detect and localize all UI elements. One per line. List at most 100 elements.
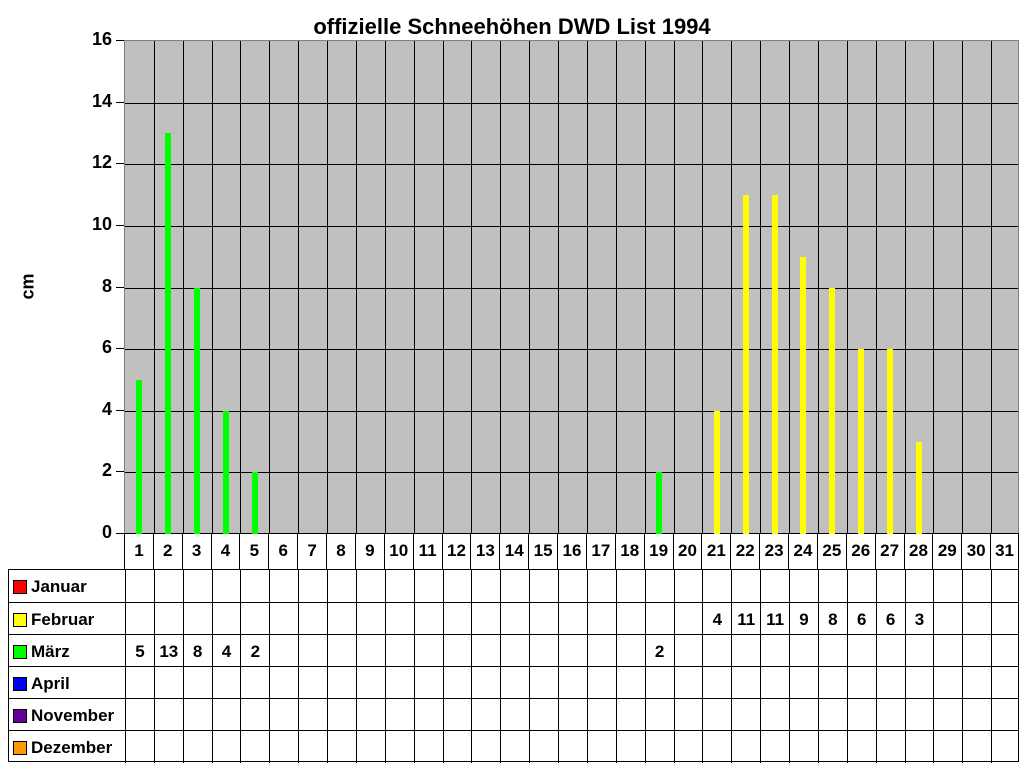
table-cell	[153, 603, 183, 635]
y-tick-label: 16	[91, 29, 112, 49]
gridline-vertical	[471, 41, 473, 533]
table-cell	[904, 667, 934, 699]
x-tick-label: 23	[759, 533, 788, 569]
table-cell	[789, 731, 818, 763]
table-cell	[384, 667, 414, 699]
table-cell	[904, 731, 934, 763]
table-cell	[211, 603, 241, 635]
y-tick-mark	[116, 286, 124, 288]
table-row: November	[9, 698, 1018, 731]
gridline-vertical	[904, 41, 906, 533]
gridline-vertical	[933, 41, 935, 533]
y-tick-label: 12	[91, 152, 112, 173]
table-cell	[817, 731, 847, 763]
x-tick-label: 2	[152, 533, 182, 569]
gridline-vertical	[673, 41, 675, 533]
table-cell	[817, 570, 847, 602]
gridline-horizontal	[125, 472, 1018, 474]
x-tick-label: 16	[557, 533, 586, 569]
table-cell	[962, 667, 991, 699]
table-cell	[558, 699, 587, 731]
table-row: Dezember	[9, 730, 1018, 763]
table-cell	[471, 635, 500, 667]
bar-februar-day-28	[915, 441, 922, 534]
table-cell	[817, 667, 847, 699]
table-cell: 11	[760, 603, 789, 635]
table-cell	[962, 570, 991, 602]
gridline-vertical	[355, 41, 357, 533]
gridline-horizontal	[125, 164, 1018, 166]
table-cell	[327, 635, 356, 667]
table-cell	[702, 731, 731, 763]
y-tick-label: 10	[91, 213, 112, 234]
bar-märz-day-4	[223, 410, 230, 534]
table-row: Februar 4 11 11 9 8 6 6 3	[9, 602, 1018, 635]
table-cell	[413, 699, 443, 731]
table-cell	[355, 731, 385, 763]
y-tick-mark	[116, 471, 124, 473]
table-cell	[789, 699, 818, 731]
bar-februar-day-21	[713, 410, 720, 534]
table-cell	[413, 570, 443, 602]
gridline-vertical	[817, 41, 819, 533]
legend-label: April	[31, 674, 70, 693]
table-cell	[269, 570, 298, 602]
legend-entry: Dezember	[13, 731, 112, 763]
bar-februar-day-27	[887, 349, 894, 534]
table-cell	[933, 603, 962, 635]
table-cell	[702, 699, 731, 731]
table-cell	[269, 699, 298, 731]
x-tick-label: 22	[730, 533, 759, 569]
x-tick-label: 10	[383, 533, 413, 569]
x-tick-label: 26	[845, 533, 875, 569]
table-cell	[846, 699, 876, 731]
table-cell	[615, 570, 645, 602]
table-cell	[211, 699, 241, 731]
table-cell	[442, 699, 472, 731]
x-tick-label: 9	[354, 533, 384, 569]
table-cell	[789, 667, 818, 699]
table-cell	[327, 699, 356, 731]
y-tick-label: 4	[101, 398, 112, 419]
table-cell: 6	[846, 603, 876, 635]
x-tick-label: 24	[788, 533, 817, 569]
table-cell	[933, 699, 962, 731]
table-cell	[529, 635, 558, 667]
table-cell	[760, 667, 789, 699]
table-cell	[731, 731, 760, 763]
table-cell	[673, 635, 703, 667]
table-cell	[269, 603, 298, 635]
table-cell	[442, 667, 472, 699]
table-cell	[384, 570, 414, 602]
table-cell	[875, 635, 905, 667]
gridline-vertical	[240, 41, 242, 533]
table-cell	[846, 667, 876, 699]
table-cell	[153, 570, 183, 602]
x-tick-label: 29	[932, 533, 961, 569]
y-tick-label: 8	[101, 275, 112, 296]
table-cell	[731, 699, 760, 731]
table-cell	[529, 667, 558, 699]
gridline-vertical	[615, 41, 617, 533]
table-cell	[760, 570, 789, 602]
bar-februar-day-24	[800, 256, 807, 534]
table-cell	[731, 570, 760, 602]
legend-entry: April	[13, 667, 70, 699]
table-cell: 2	[240, 635, 269, 667]
x-tick-label: 4	[210, 533, 240, 569]
gridline-vertical	[327, 41, 329, 533]
legend-entry: Januar	[13, 570, 87, 602]
table-cell	[182, 699, 212, 731]
table-cell	[298, 603, 327, 635]
table-cell	[500, 635, 529, 667]
bar-februar-day-22	[742, 195, 749, 534]
x-axis-labels: 1 2 3 4 5 6 7 8 9 10 11 12 13 14 15 16 17 18 19 20 21 22 23 24 2…	[124, 533, 1019, 569]
x-axis-line	[125, 533, 1018, 534]
table-row: März 5 13 8 4 2 2	[9, 634, 1018, 667]
table-cell	[327, 603, 356, 635]
table-cell	[384, 731, 414, 763]
table-cell	[875, 667, 905, 699]
table-cell	[413, 667, 443, 699]
table-cell	[384, 635, 414, 667]
table-cell	[558, 570, 587, 602]
